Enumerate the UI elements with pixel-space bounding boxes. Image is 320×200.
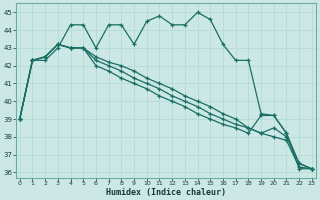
X-axis label: Humidex (Indice chaleur): Humidex (Indice chaleur) bbox=[106, 188, 226, 197]
